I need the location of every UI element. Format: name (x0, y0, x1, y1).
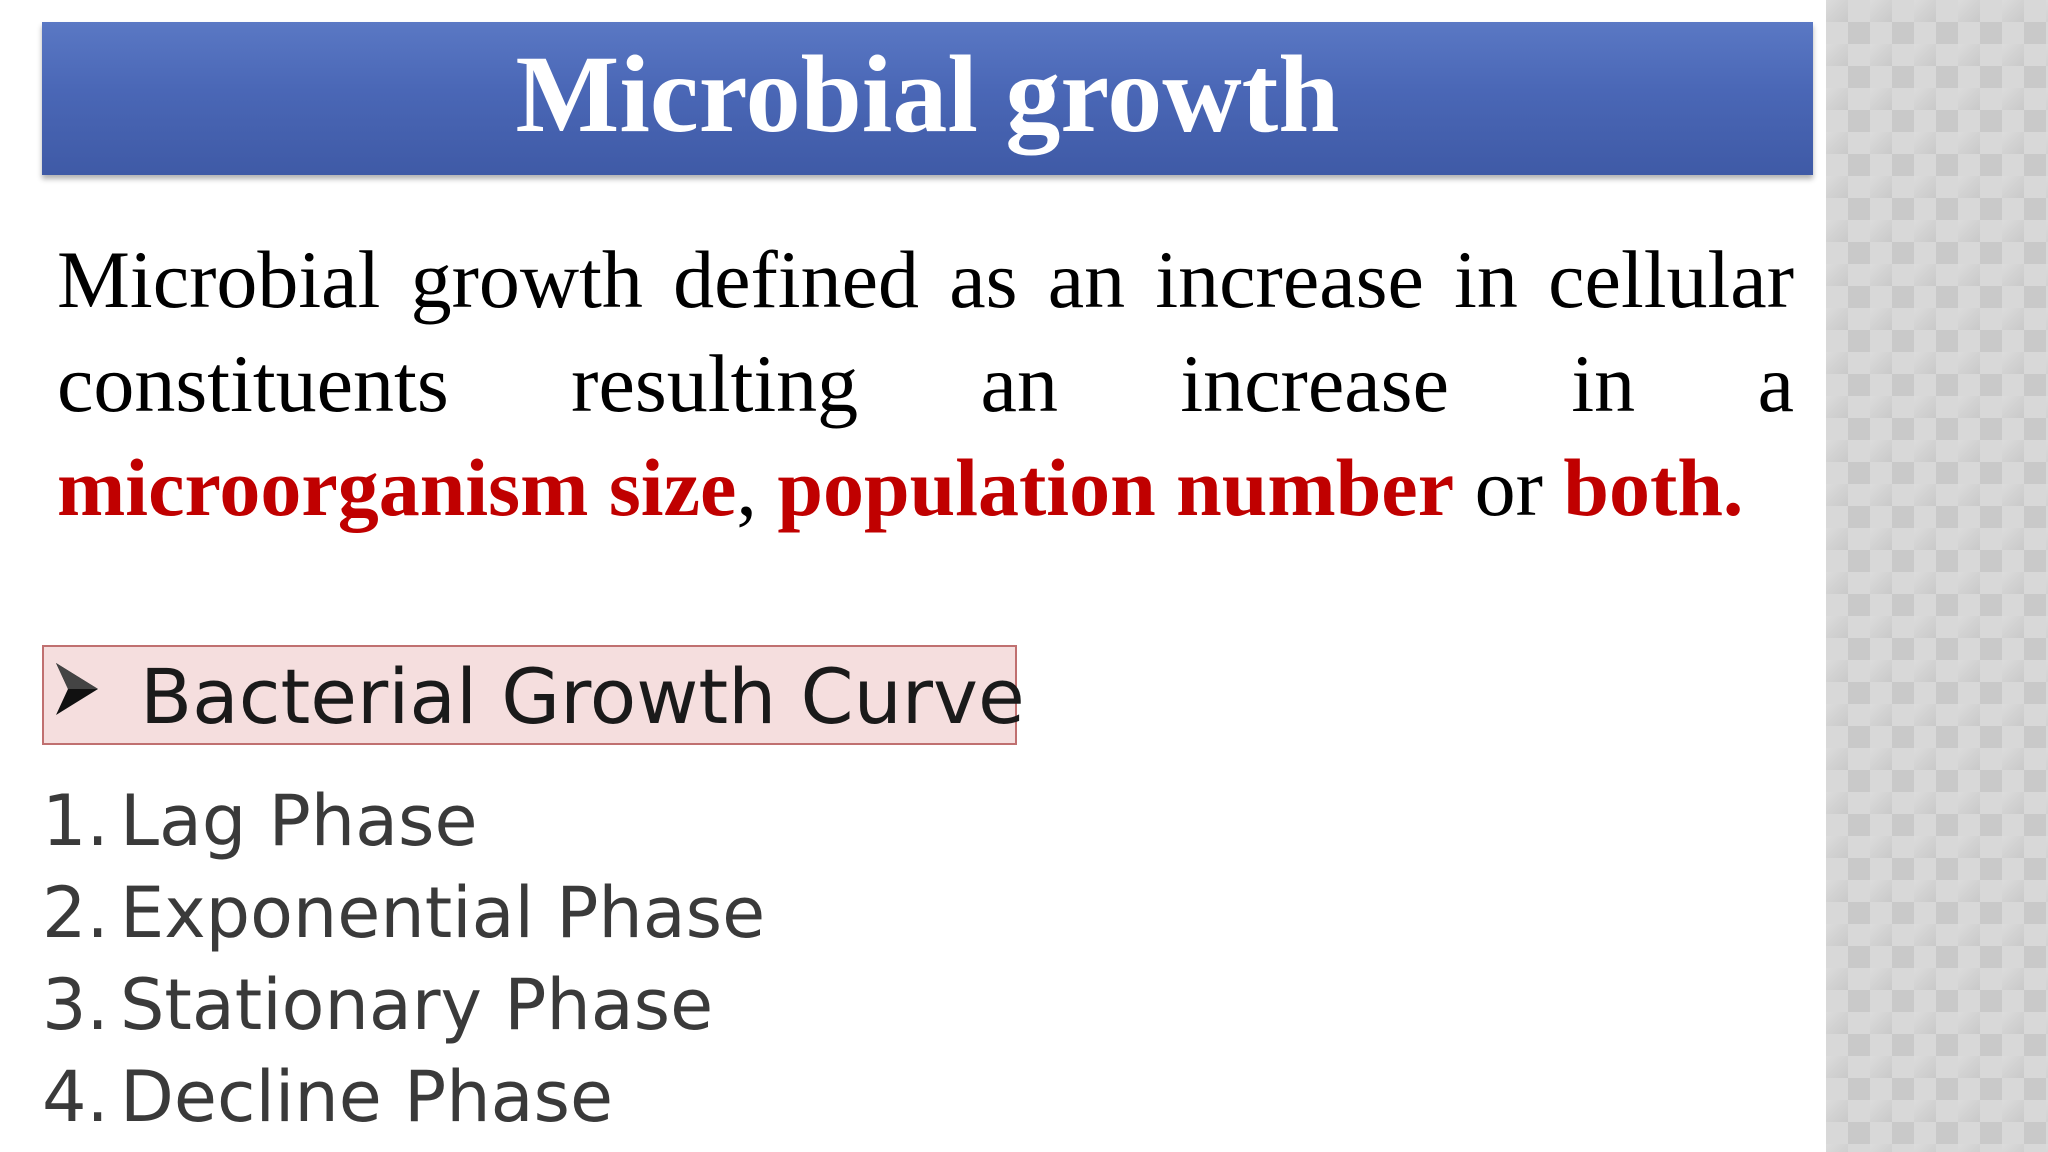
highlight-population-number: population number (777, 442, 1455, 533)
list-item: 1. Lag Phase (42, 775, 765, 867)
definition-text-2: , (736, 442, 778, 533)
definition-text-1: Microbial growth defined as an increase … (57, 234, 1794, 429)
phase-list: 1. Lag Phase 2. Exponential Phase 3. Sta… (42, 775, 765, 1143)
phase-label: Decline Phase (120, 1056, 614, 1138)
highlight-both: both. (1563, 442, 1744, 533)
decorative-side-panel (1826, 0, 2048, 1152)
list-number: 3. (42, 964, 109, 1046)
section-heading: Bacterial Growth Curve (140, 652, 1025, 741)
list-item: 4. Decline Phase (42, 1051, 765, 1143)
section-heading-box: Bacterial Growth Curve (42, 645, 1025, 745)
phase-label: Lag Phase (120, 780, 478, 862)
definition-text-3: or (1454, 442, 1564, 533)
list-number: 4. (42, 1056, 109, 1138)
phase-label: Exponential Phase (120, 872, 766, 954)
highlight-microorganism-size: microorganism size (57, 442, 737, 533)
arrowhead-bullet-icon (52, 659, 102, 719)
list-item: 2. Exponential Phase (42, 867, 765, 959)
title-bar: Microbial growth (42, 22, 1813, 175)
slide-title: Microbial growth (515, 32, 1340, 155)
phase-label: Stationary Phase (120, 964, 714, 1046)
list-number: 2. (42, 872, 109, 954)
list-item: 3. Stationary Phase (42, 959, 765, 1051)
list-number: 1. (42, 780, 109, 862)
definition-paragraph: Microbial growth defined as an increase … (57, 228, 1794, 540)
